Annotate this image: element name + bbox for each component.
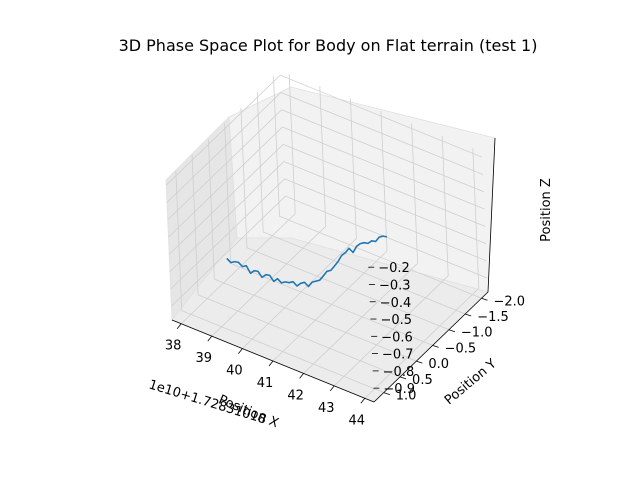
y-tick-label: −1.0 — [461, 326, 493, 341]
x-offset-text: 1e10+1.72831018 — [147, 377, 268, 427]
x-tick-label: 44 — [349, 413, 366, 428]
z-gridline — [169, 161, 487, 272]
x-tick-mark — [176, 323, 182, 329]
x-gridline-floor — [364, 287, 480, 399]
y-gridline-floor — [230, 263, 433, 346]
y-gridline-floor — [279, 215, 482, 299]
x-gridline-back — [349, 98, 357, 239]
x-tick-label: 39 — [196, 351, 213, 366]
x-tick-label: 43 — [318, 401, 335, 416]
y-gridline-floor — [214, 278, 417, 362]
x-tick-mark — [268, 360, 274, 367]
y-tick-label: 1.0 — [396, 389, 417, 404]
z-tick-label: −0.7 — [382, 348, 414, 363]
axes-panes — [165, 86, 496, 403]
z-ticks: −0.2 −0.3 −0.4 −0.5 −0.6 −0.7 −0.8 −0.9 — [368, 261, 415, 397]
x-gridline-floor — [303, 263, 418, 374]
x-gridline-floor — [211, 225, 327, 337]
y-gridline-side — [256, 91, 264, 233]
y-gridline-floor — [246, 247, 450, 331]
y-tick-mark — [383, 392, 390, 395]
y-gridline-floor — [197, 294, 401, 378]
series — [226, 235, 388, 288]
chart-title: 3D Phase Space Plot for Body on Flat ter… — [119, 36, 538, 55]
y-tick-label: −0.5 — [445, 341, 477, 356]
x-tick-mark — [329, 385, 335, 392]
z-gridline — [165, 74, 483, 186]
x-gridline-floor — [242, 238, 357, 349]
y-gridline-side — [191, 154, 199, 295]
y-axis-line — [373, 291, 489, 403]
z-tick-label: −0.4 — [380, 296, 412, 311]
y-tick-mark — [399, 376, 407, 380]
x-gridline-floor — [333, 275, 449, 387]
z-axis-line — [487, 137, 496, 293]
z-tick-label: −0.5 — [380, 313, 412, 328]
y-tick-mark — [416, 360, 423, 364]
y-gridline-floor — [181, 310, 384, 393]
x-gridline-back — [380, 110, 388, 252]
y-gridline-floor — [263, 231, 466, 315]
x-gridline-back — [411, 123, 419, 264]
z-gridline — [168, 126, 485, 238]
z-gridline — [170, 178, 487, 290]
z-axis-label: Position Z — [539, 178, 554, 242]
y-gridline-side — [224, 123, 232, 264]
z-tick-label: −0.8 — [383, 365, 415, 380]
y-tick-mark — [432, 345, 439, 348]
y-axis-label: Position Y — [442, 356, 500, 408]
y-gridline-side — [240, 107, 248, 248]
y-tick-label: 0.0 — [428, 357, 449, 372]
y-tick-mark — [465, 313, 472, 317]
x-tick-label: 40 — [226, 364, 243, 379]
x-gridline-back — [288, 73, 296, 214]
x-gridline-back — [472, 148, 480, 289]
x-tick-mark — [238, 348, 243, 354]
z-tick-label: −0.2 — [378, 261, 410, 276]
y-tick-label: −2.0 — [493, 294, 525, 309]
y-tick-mark — [448, 329, 456, 333]
y-tick-mark — [481, 297, 488, 301]
z-tick-label: −0.3 — [379, 278, 411, 293]
series-line — [226, 235, 388, 288]
z-gridline — [171, 195, 488, 307]
x-tick-label: 41 — [257, 376, 274, 391]
x-gridline-floor — [272, 250, 388, 362]
y-gridline-side — [207, 139, 215, 280]
y-tick-label: −1.5 — [477, 310, 509, 325]
y-gridline-side — [273, 76, 280, 217]
x-tick-label: 42 — [287, 388, 304, 403]
x-gridline-back — [441, 135, 449, 276]
x-tick-mark — [207, 335, 213, 342]
x-gridline-floor — [180, 213, 296, 325]
x-tick-mark — [360, 398, 366, 404]
z-tick-label: −0.6 — [381, 330, 413, 345]
y-ticks: 1.00.50.0−0.5−1.0−1.5−2.0 — [383, 294, 525, 404]
z-gridline — [167, 109, 484, 221]
x-tick-label: 38 — [165, 339, 182, 354]
z-tick-label: −0.9 — [383, 382, 415, 397]
z-gridline — [166, 92, 484, 203]
x-tick-mark — [299, 373, 304, 379]
x-ticks: 38 39 40 41 42 43 44 — [165, 323, 366, 428]
x-gridline-back — [319, 86, 327, 227]
gridlines — [165, 73, 488, 399]
z-gridline — [168, 143, 486, 255]
y-tick-label: 0.5 — [412, 373, 433, 388]
y-gridline-side — [175, 170, 183, 311]
